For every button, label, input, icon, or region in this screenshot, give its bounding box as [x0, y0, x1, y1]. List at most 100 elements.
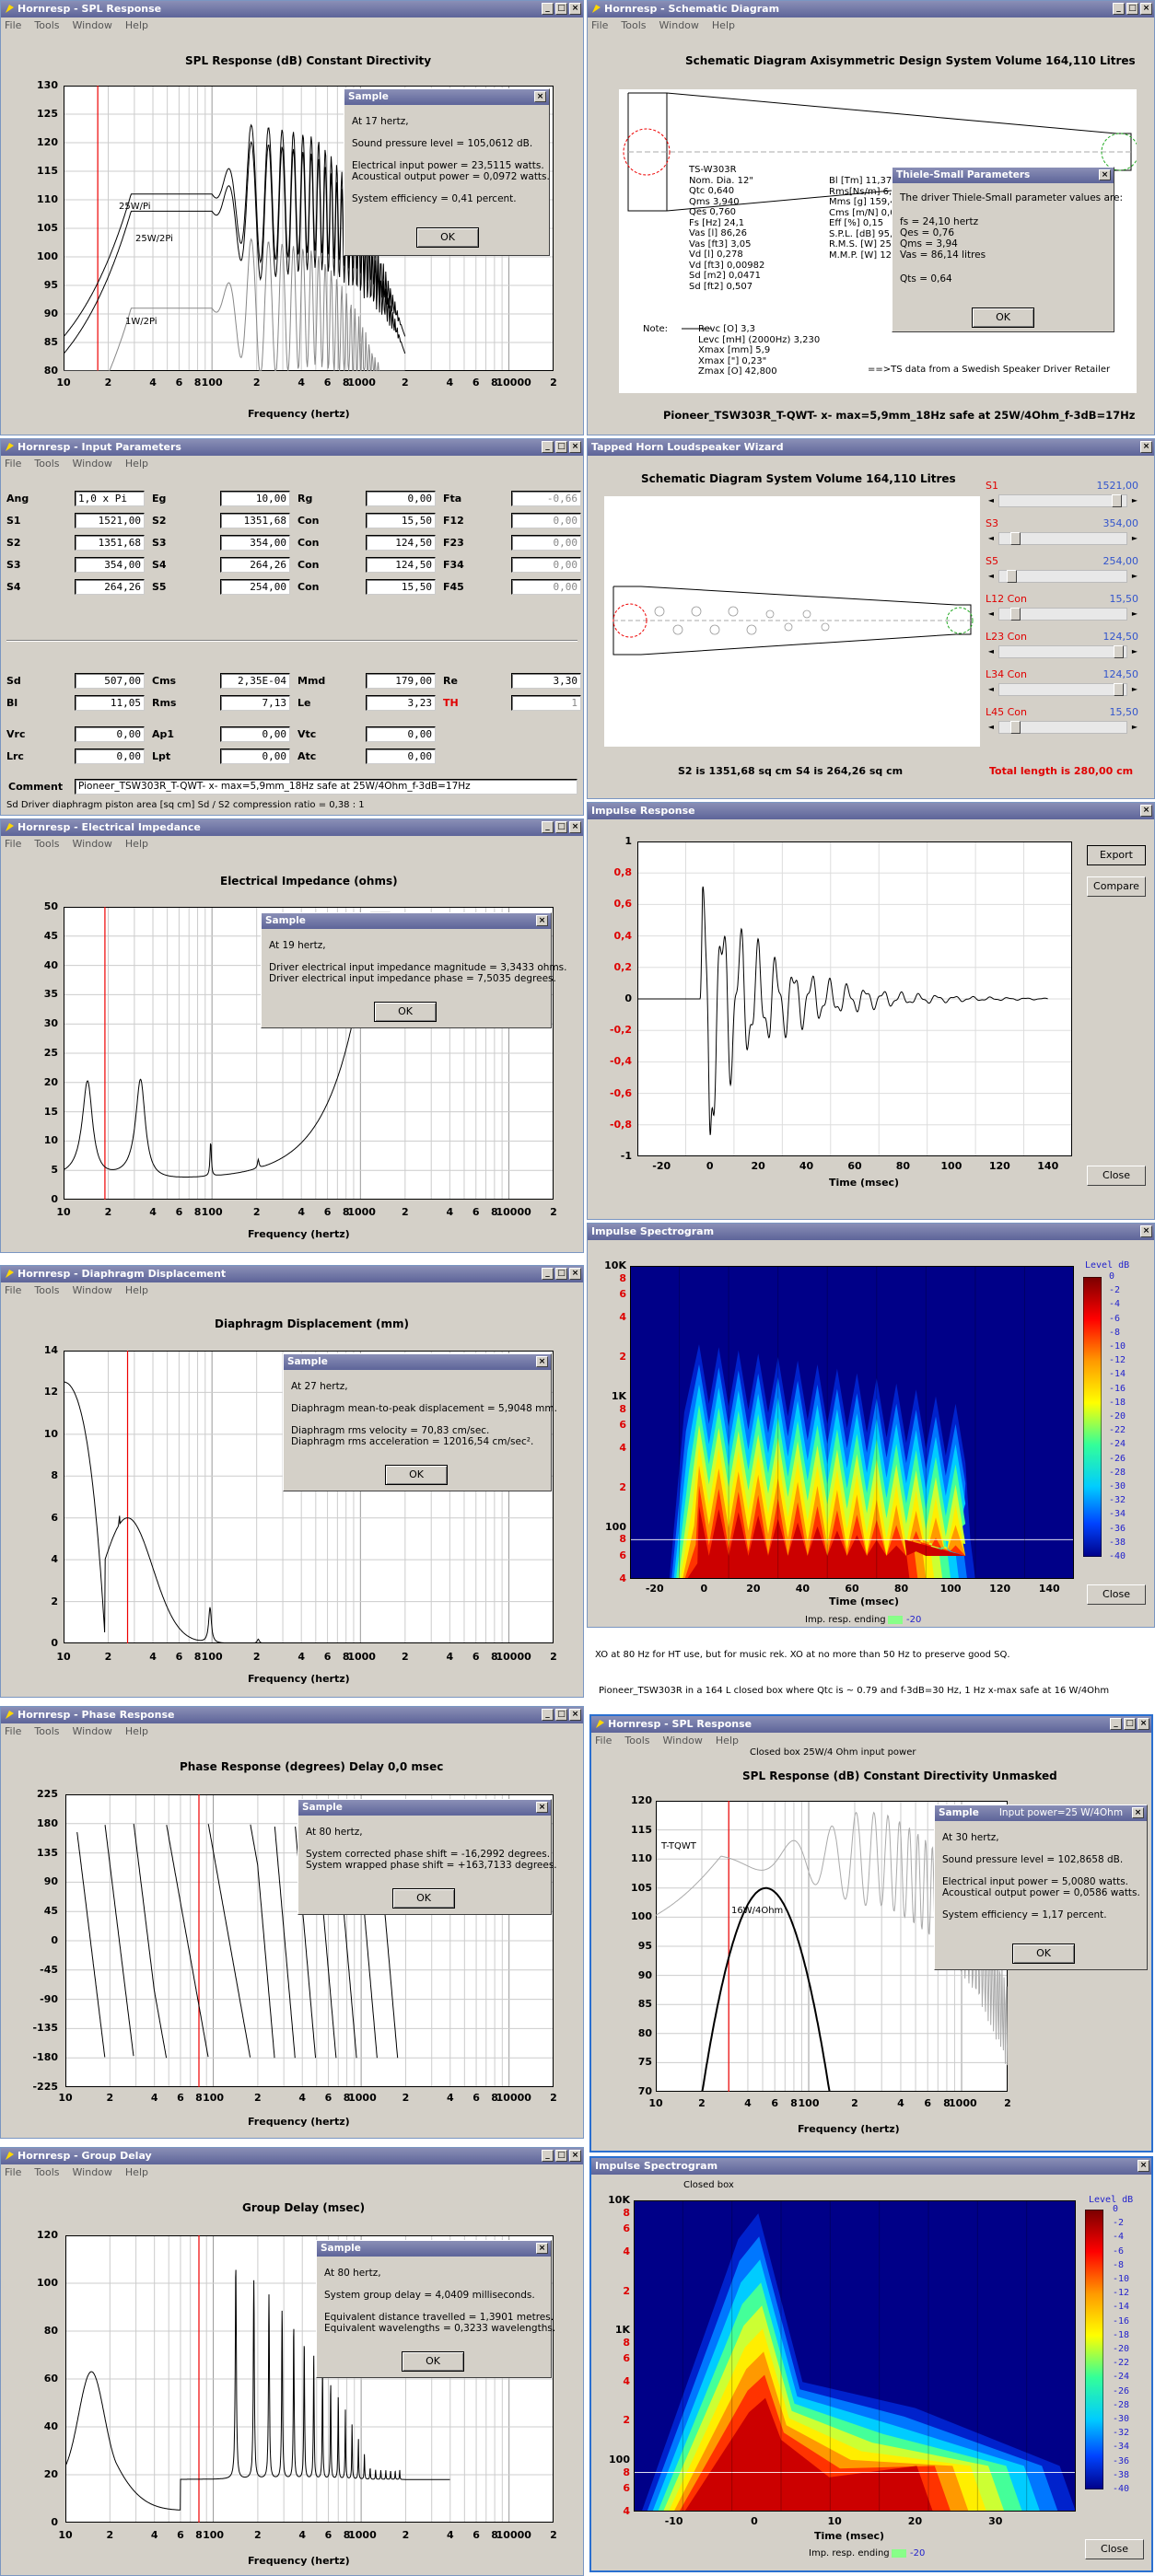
- minimize-button[interactable]: _: [542, 1268, 554, 1280]
- title-bar[interactable]: Impulse Spectrogram ×: [588, 1224, 1154, 1240]
- slider-l12[interactable]: ◄ ►: [986, 608, 1140, 621]
- param-field-con[interactable]: 124,50: [366, 557, 436, 573]
- menu-help[interactable]: Help: [715, 1735, 739, 1746]
- param-field-s2[interactable]: 1351,68: [220, 513, 290, 528]
- maximize-button[interactable]: □: [555, 1709, 567, 1721]
- spectrogram-plot[interactable]: [629, 1266, 1075, 1579]
- ok-button[interactable]: OK: [402, 2351, 464, 2372]
- close-button[interactable]: ×: [1140, 805, 1152, 817]
- maximize-button[interactable]: □: [555, 821, 567, 833]
- ok-button[interactable]: OK: [374, 1002, 437, 1022]
- title-bar[interactable]: Hornresp - Input Parameters _ □ ×: [1, 439, 583, 456]
- ok-button[interactable]: OK: [392, 1888, 455, 1909]
- slider-thumb[interactable]: [1114, 683, 1125, 696]
- menu-help[interactable]: Help: [124, 458, 148, 470]
- slider-left-arrow-icon[interactable]: ◄: [987, 496, 995, 505]
- menu-help[interactable]: Help: [124, 1725, 148, 1737]
- comment-field[interactable]: Pioneer_TSW303R_T-QWT- x- max=5,9mm_18Hz…: [75, 779, 578, 795]
- minimize-button[interactable]: _: [542, 3, 554, 15]
- slider-track[interactable]: [998, 494, 1127, 507]
- slider-left-arrow-icon[interactable]: ◄: [987, 647, 995, 656]
- param-field-s2[interactable]: 1351,68: [75, 535, 145, 551]
- ok-button[interactable]: OK: [416, 227, 479, 248]
- slider-s1[interactable]: ◄ ►: [986, 494, 1140, 507]
- dialog-close-icon[interactable]: ×: [534, 91, 546, 102]
- param-field-s5[interactable]: 254,00: [220, 579, 290, 595]
- menu-window[interactable]: Window: [72, 1725, 112, 1737]
- menu-file[interactable]: File: [5, 458, 22, 470]
- slider-right-arrow-icon[interactable]: ►: [1131, 572, 1138, 580]
- title-bar[interactable]: Hornresp - Phase Response _ □ ×: [1, 1707, 583, 1723]
- minimize-button[interactable]: _: [542, 2150, 554, 2162]
- param-field-con[interactable]: 15,50: [366, 579, 436, 595]
- close-button[interactable]: ×: [1140, 441, 1152, 453]
- export-button[interactable]: Export: [1087, 845, 1146, 865]
- menu-tools[interactable]: Tools: [624, 1735, 650, 1746]
- close-button[interactable]: Close: [1087, 1584, 1146, 1605]
- close-button[interactable]: ×: [1140, 1225, 1152, 1237]
- maximize-button[interactable]: □: [555, 1268, 567, 1280]
- minimize-button[interactable]: _: [542, 441, 554, 453]
- minimize-button[interactable]: _: [1110, 1718, 1122, 1730]
- slider-track[interactable]: [998, 683, 1127, 696]
- param-field-con[interactable]: 124,50: [366, 535, 436, 551]
- maximize-button[interactable]: □: [555, 2150, 567, 2162]
- menu-file[interactable]: File: [5, 2166, 22, 2178]
- close-button[interactable]: Close: [1085, 2539, 1144, 2559]
- slider-l45[interactable]: ◄ ►: [986, 721, 1140, 734]
- menu-file[interactable]: File: [595, 1735, 612, 1746]
- dialog-close-icon[interactable]: ×: [536, 1356, 548, 1367]
- menu-file[interactable]: File: [5, 1725, 22, 1737]
- maximize-button[interactable]: □: [555, 441, 567, 453]
- close-button[interactable]: ×: [569, 3, 581, 15]
- dialog-close-icon[interactable]: ×: [536, 1802, 548, 1813]
- slider-track[interactable]: [998, 721, 1127, 734]
- menu-window[interactable]: Window: [72, 2166, 112, 2178]
- slider-left-arrow-icon[interactable]: ◄: [987, 723, 995, 731]
- dialog-close-icon[interactable]: ×: [1132, 1807, 1144, 1818]
- param-field-s4[interactable]: 264,26: [75, 579, 145, 595]
- dialog-title-bar[interactable]: Sample ×: [262, 913, 551, 929]
- slider-track[interactable]: [998, 532, 1127, 545]
- param-field-s3[interactable]: 354,00: [75, 557, 145, 573]
- param-field-rg[interactable]: 0,00: [366, 491, 436, 506]
- menu-window[interactable]: Window: [659, 19, 699, 31]
- param-field-vrc[interactable]: 0,00: [75, 726, 145, 742]
- param-field-s3[interactable]: 354,00: [220, 535, 290, 551]
- param-field-ap1[interactable]: 0,00: [220, 726, 290, 742]
- close-button[interactable]: ×: [569, 1709, 581, 1721]
- slider-thumb[interactable]: [1114, 645, 1125, 658]
- param-field-lpt[interactable]: 0,00: [220, 748, 290, 764]
- title-bar[interactable]: Hornresp - Group Delay _ □ ×: [1, 2148, 583, 2164]
- close-button[interactable]: Close: [1087, 1166, 1146, 1186]
- menu-tools[interactable]: Tools: [34, 458, 60, 470]
- slider-right-arrow-icon[interactable]: ►: [1131, 723, 1138, 731]
- menu-help[interactable]: Help: [124, 19, 148, 31]
- close-button[interactable]: ×: [569, 1268, 581, 1280]
- slider-left-arrow-icon[interactable]: ◄: [987, 534, 995, 542]
- param-field-f34[interactable]: 0,00: [511, 557, 581, 573]
- menu-window[interactable]: Window: [72, 19, 112, 31]
- dialog-title-bar[interactable]: Thiele-Small Parameters ×: [892, 168, 1114, 183]
- close-button[interactable]: ×: [569, 441, 581, 453]
- param-field-vtc[interactable]: 0,00: [366, 726, 436, 742]
- title-bar[interactable]: Hornresp - SPL Response _ □ ×: [591, 1716, 1151, 1733]
- menu-help[interactable]: Help: [124, 838, 148, 850]
- menu-tools[interactable]: Tools: [34, 1284, 60, 1296]
- menu-file[interactable]: File: [5, 1284, 22, 1296]
- menu-help[interactable]: Help: [124, 2166, 148, 2178]
- param-field-s4[interactable]: 264,26: [220, 557, 290, 573]
- menu-window[interactable]: Window: [72, 838, 112, 850]
- dialog-close-icon[interactable]: ×: [1099, 169, 1111, 180]
- slider-track[interactable]: [998, 645, 1127, 658]
- spectrogram-plot[interactable]: [633, 2200, 1077, 2512]
- title-bar[interactable]: Impulse Response ×: [588, 803, 1154, 819]
- slider-right-arrow-icon[interactable]: ►: [1131, 685, 1138, 693]
- dialog-title-bar[interactable]: Sample Input power=25 W/4Ohm ×: [935, 1805, 1147, 1821]
- param-field-atc[interactable]: 0,00: [366, 748, 436, 764]
- slider-thumb[interactable]: [1007, 570, 1018, 583]
- close-button[interactable]: ×: [569, 2150, 581, 2162]
- slider-right-arrow-icon[interactable]: ►: [1131, 647, 1138, 656]
- menu-help[interactable]: Help: [124, 1284, 148, 1296]
- param-field-lrc[interactable]: 0,00: [75, 748, 145, 764]
